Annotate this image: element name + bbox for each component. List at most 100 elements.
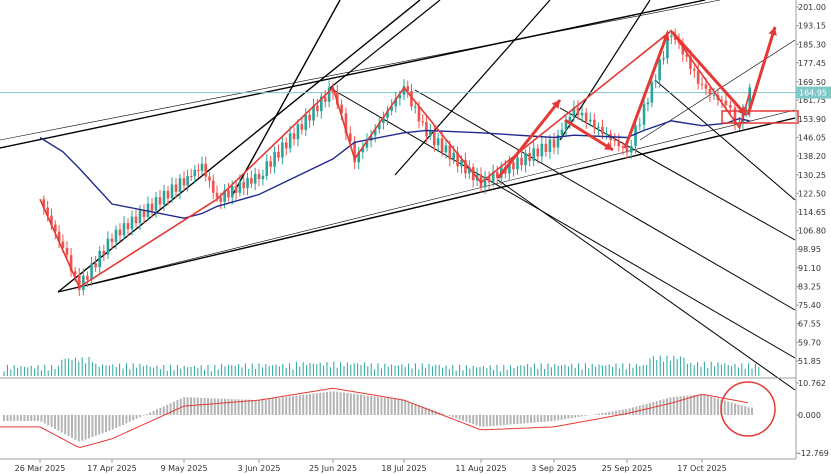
candle-body <box>733 107 737 125</box>
arrow-up-3 <box>746 26 777 116</box>
candle-body <box>642 104 646 125</box>
candle-body <box>323 96 327 102</box>
candle-body <box>532 148 536 161</box>
candle-body <box>456 152 459 167</box>
candle-body <box>681 42 685 55</box>
candle-body <box>365 140 369 148</box>
candle-body <box>495 171 499 178</box>
candle-body <box>601 126 604 134</box>
candle-body <box>57 231 61 242</box>
candle-body <box>320 96 323 112</box>
candle-body <box>292 133 296 140</box>
candle-body <box>106 238 110 255</box>
candle-body <box>146 203 150 217</box>
candle-body <box>114 229 118 242</box>
channel-line <box>231 0 341 197</box>
macd-signal-line <box>0 387 749 449</box>
candle-body <box>288 133 292 149</box>
y-tick-label: 106.80 <box>798 227 826 236</box>
candle-body <box>219 197 223 202</box>
candle-body <box>390 106 393 111</box>
candle-body <box>208 176 211 181</box>
candle-body <box>284 142 288 149</box>
candle-body <box>261 175 265 180</box>
candle-body <box>685 54 688 57</box>
annotations <box>496 26 799 437</box>
macd-highlight-circle <box>720 381 776 437</box>
y-tick-label: 91.10 <box>798 264 821 273</box>
macd-y-tick-label: -12.769 <box>798 449 829 458</box>
candle-body <box>357 152 361 163</box>
channel-line <box>414 89 796 311</box>
candle-body <box>646 102 650 105</box>
candle-body <box>748 87 752 110</box>
candle-body <box>238 182 242 193</box>
channel-line <box>57 109 796 293</box>
candle-body <box>369 135 373 141</box>
candle-body <box>253 173 257 184</box>
candle-body <box>410 91 413 107</box>
macd-y-tick-label: 0.000 <box>798 411 821 420</box>
candle-body <box>344 113 348 134</box>
candle-body <box>708 88 712 95</box>
candle-body <box>138 210 142 224</box>
candle-body <box>150 203 154 211</box>
candle-body <box>98 250 102 268</box>
arrow-down-2 <box>670 31 748 116</box>
candle-body <box>584 112 588 122</box>
candle-body <box>277 151 280 158</box>
candle-body <box>77 274 81 290</box>
candle-body <box>118 229 122 236</box>
candle-body <box>650 81 654 103</box>
arrow-up-1-head <box>551 100 560 109</box>
candle-body <box>158 197 162 205</box>
candle-body <box>704 84 708 89</box>
candle-body <box>142 210 146 217</box>
candle-body <box>634 125 637 147</box>
y-tick-label: 185.30 <box>798 40 826 49</box>
candle-body <box>269 161 272 167</box>
price-panel <box>0 28 796 297</box>
candle-body <box>512 162 515 170</box>
y-tick-label: 177.45 <box>798 59 826 68</box>
x-tick-label: 17 Oct 2025 <box>677 464 726 473</box>
candle-body <box>491 171 495 183</box>
candle-body <box>540 143 544 157</box>
candle-body <box>178 178 182 192</box>
x-tick-label: 25 Sep 2025 <box>602 464 653 473</box>
candle-body <box>448 145 452 160</box>
candle-body <box>508 162 511 174</box>
candle-body <box>720 99 724 101</box>
y-tick-label: 67.55 <box>798 320 821 329</box>
y-tick-label: 161.75 <box>798 96 826 105</box>
candle-body <box>520 157 523 166</box>
candle-body <box>296 124 300 140</box>
candle-body <box>308 114 311 121</box>
candle-body <box>122 223 126 236</box>
candle-body <box>429 131 432 137</box>
arrow-down-1-head <box>604 142 613 150</box>
candle-body <box>413 106 417 108</box>
candle-body <box>53 224 57 232</box>
candle-body <box>61 241 65 249</box>
candle-body <box>605 133 608 135</box>
candle-body <box>102 250 106 255</box>
channel-line <box>57 117 796 293</box>
candle-body <box>73 271 77 275</box>
macd-panel <box>0 387 753 449</box>
candle-body <box>211 180 215 193</box>
candle-body <box>432 131 436 146</box>
candle-body <box>738 123 741 125</box>
x-tick-label: 18 Jul 2025 <box>381 464 426 473</box>
x-tick-label: 25 Jun 2025 <box>309 464 357 473</box>
candle-body <box>621 146 625 148</box>
x-tick-label: 26 Mar 2025 <box>15 464 66 473</box>
candle-body <box>223 190 226 202</box>
candle-body <box>638 124 642 126</box>
candle-body <box>200 163 204 171</box>
candle-body <box>712 94 716 96</box>
candle-body <box>174 184 178 192</box>
candle-body <box>234 186 238 193</box>
